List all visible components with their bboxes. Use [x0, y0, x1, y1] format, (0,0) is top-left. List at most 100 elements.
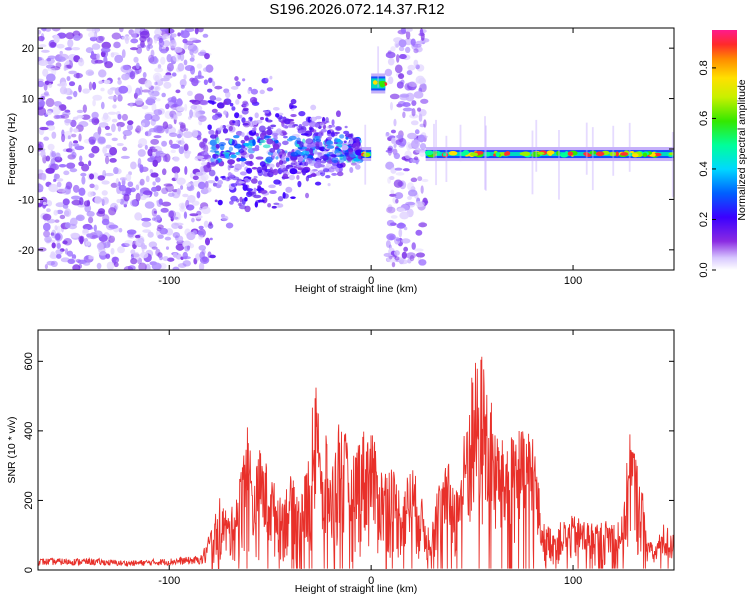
- heatmap-signal-mark: [266, 138, 274, 145]
- heatmap-noise-mark: [56, 178, 64, 182]
- heatmap-noise-mark: [417, 107, 422, 112]
- heatmap-signal-mark: [275, 113, 280, 118]
- heatmap-noise-mark: [398, 54, 407, 60]
- heatmap-noise-mark: [50, 66, 61, 71]
- heatmap-noise-mark: [83, 200, 91, 207]
- heatmap-noise-mark: [38, 60, 48, 67]
- heatmap-noise-mark: [78, 121, 89, 128]
- heatmap-signal-mark: [305, 116, 311, 123]
- heatmap-noise-mark: [398, 228, 403, 238]
- heatmap-signal-mark: [214, 85, 223, 90]
- heatmap-band-mark: [631, 153, 639, 158]
- heatmap-signal-mark: [326, 159, 333, 165]
- heatmap-signal-mark: [355, 164, 361, 170]
- heatmap-noise-mark: [97, 208, 106, 215]
- heatmap-noise-mark: [176, 188, 181, 195]
- heatmap-noise-mark: [159, 255, 163, 261]
- heatmap-noise-mark: [42, 213, 52, 221]
- heatmap-band-mark: [362, 152, 371, 158]
- heatmap-noise-mark: [176, 177, 186, 185]
- heatmap-signal-mark: [264, 130, 272, 135]
- heatmap-noise-mark: [178, 146, 185, 155]
- heatmap-signal-mark: [322, 168, 330, 173]
- heatmap-signal-mark: [331, 172, 338, 176]
- heatmap-signal-mark: [241, 108, 249, 115]
- heatmap-noise-mark: [78, 235, 85, 243]
- heatmap-noise-mark: [52, 178, 57, 183]
- heatmap-noise-mark: [91, 111, 99, 119]
- heatmap-noise-mark: [419, 28, 424, 36]
- heatmap-noise-mark: [398, 39, 407, 48]
- heatmap-noise-mark: [81, 176, 86, 185]
- heatmap-noise-mark: [195, 171, 204, 176]
- heatmap-noise-mark: [411, 139, 420, 149]
- heatmap-noise-mark: [117, 125, 122, 132]
- heatmap-noise-mark: [393, 143, 397, 149]
- heatmap-band-mark: [567, 151, 574, 156]
- heatmap-noise-mark: [66, 250, 74, 257]
- heatmap-noise-mark: [411, 108, 416, 117]
- heatmap-noise-mark: [410, 38, 416, 46]
- heatmap-noise-mark: [415, 64, 420, 70]
- heatmap-noise-mark: [38, 44, 47, 48]
- heatmap-signal-mark: [214, 150, 219, 154]
- heatmap-noise-mark: [162, 256, 169, 262]
- heatmap-noise-mark: [65, 181, 73, 190]
- heatmap-noise-mark: [389, 93, 400, 100]
- heatmap-signal-mark: [283, 135, 288, 139]
- heatmap-streak: [612, 125, 615, 176]
- heatmap-noise-mark: [160, 56, 166, 65]
- heatmap-noise-mark: [420, 98, 429, 104]
- heatmap-noise-mark: [196, 134, 202, 141]
- heatmap-signal-mark: [349, 138, 354, 145]
- heatmap-noise-mark: [189, 99, 197, 103]
- heatmap-noise-mark: [116, 121, 125, 128]
- heatmap-signal-mark: [228, 146, 234, 152]
- heatmap-noise-mark: [65, 47, 72, 51]
- heatmap-noise-mark: [407, 258, 412, 264]
- heatmap-signal-mark: [341, 144, 349, 151]
- heatmap-noise-mark: [139, 251, 149, 259]
- heatmap-noise-mark: [103, 79, 111, 85]
- heatmap-noise-mark: [385, 51, 396, 59]
- heatmap-noise-mark: [96, 262, 102, 270]
- heatmap-noise-mark: [173, 113, 177, 120]
- heatmap-noise-mark: [86, 28, 97, 32]
- heatmap-signal-mark: [351, 137, 360, 143]
- heatmap-noise-mark: [172, 266, 180, 270]
- heatmap-band-mark: [595, 151, 605, 157]
- heatmap-noise-mark: [146, 44, 151, 52]
- heatmap-signal-mark: [234, 163, 242, 171]
- heatmap-signal-mark: [215, 143, 220, 149]
- heatmap-noise-mark: [389, 176, 395, 181]
- heatmap-noise-mark: [127, 181, 134, 188]
- heatmap-noise-mark: [43, 136, 50, 141]
- heatmap-signal-mark: [281, 154, 285, 162]
- heatmap-noise-mark: [56, 242, 61, 250]
- heatmap-band-mark: [448, 150, 458, 156]
- heatmap-signal-mark: [246, 188, 253, 192]
- heatmap-noise-mark: [82, 228, 89, 234]
- heatmap-noise-mark: [197, 181, 206, 190]
- heatmap-noise-mark: [198, 262, 205, 270]
- heatmap-signal-mark: [255, 132, 260, 137]
- heatmap-signal-mark: [290, 196, 296, 199]
- heatmap-noise-mark: [404, 150, 412, 160]
- heatmap-noise-mark: [124, 36, 129, 44]
- heatmap-noise-mark: [38, 29, 42, 35]
- heatmap-signal-mark: [264, 77, 269, 83]
- heatmap-signal-mark: [282, 173, 288, 179]
- heatmap-signal-mark: [336, 163, 344, 169]
- heatmap-noise-mark: [414, 129, 420, 135]
- heatmap-noise-mark: [135, 125, 144, 132]
- heatmap-noise-mark: [203, 187, 212, 193]
- heatmap-signal-mark: [271, 205, 277, 209]
- heatmap-noise-mark: [150, 172, 159, 178]
- heatmap-noise-mark: [187, 194, 196, 203]
- heatmap-signal-mark: [313, 161, 322, 169]
- heatmap-noise-mark: [407, 182, 414, 191]
- heatmap-noise-mark: [63, 170, 70, 176]
- heatmap-noise-mark: [401, 238, 411, 244]
- heatmap-noise-mark: [101, 218, 110, 226]
- heatmap-signal-mark: [331, 119, 335, 126]
